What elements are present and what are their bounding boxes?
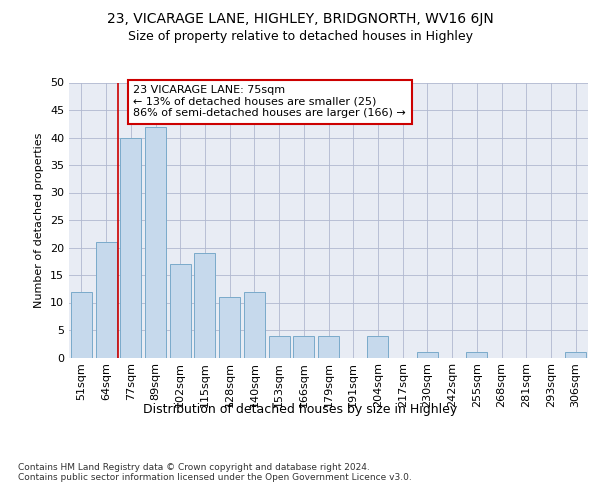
Bar bbox=[120, 138, 141, 358]
Text: Distribution of detached houses by size in Highley: Distribution of detached houses by size … bbox=[143, 402, 457, 415]
Bar bbox=[244, 292, 265, 358]
Text: 23 VICARAGE LANE: 75sqm
← 13% of detached houses are smaller (25)
86% of semi-de: 23 VICARAGE LANE: 75sqm ← 13% of detache… bbox=[133, 85, 406, 118]
Bar bbox=[318, 336, 339, 357]
Y-axis label: Number of detached properties: Number of detached properties bbox=[34, 132, 44, 308]
Text: Contains HM Land Registry data © Crown copyright and database right 2024.
Contai: Contains HM Land Registry data © Crown c… bbox=[18, 462, 412, 482]
Bar bbox=[269, 336, 290, 357]
Bar bbox=[170, 264, 191, 358]
Bar bbox=[367, 336, 388, 357]
Bar bbox=[466, 352, 487, 358]
Bar bbox=[417, 352, 438, 358]
Bar bbox=[194, 253, 215, 358]
Bar bbox=[565, 352, 586, 358]
Bar bbox=[71, 292, 92, 358]
Text: Size of property relative to detached houses in Highley: Size of property relative to detached ho… bbox=[128, 30, 473, 43]
Text: 23, VICARAGE LANE, HIGHLEY, BRIDGNORTH, WV16 6JN: 23, VICARAGE LANE, HIGHLEY, BRIDGNORTH, … bbox=[107, 12, 493, 26]
Bar bbox=[95, 242, 116, 358]
Bar bbox=[219, 297, 240, 358]
Bar bbox=[145, 126, 166, 358]
Bar bbox=[293, 336, 314, 357]
